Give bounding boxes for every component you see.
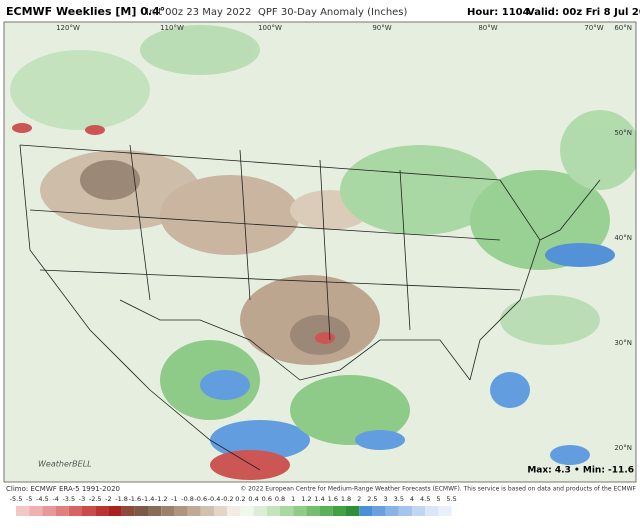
climo: Climo: ECMWF ERA-5 1991-2020 (6, 485, 120, 493)
lon-label: 120°W (56, 24, 80, 32)
colorbar-swatch (29, 506, 43, 516)
colorbar-label: 4.5 (420, 495, 430, 503)
lat-label: 50°N (614, 129, 632, 137)
colorbar-swatch (148, 506, 162, 516)
colorbar-label: -3 (79, 495, 85, 503)
lon-label: 100°W (258, 24, 282, 32)
stats: Max: 4.3 • Min: -11.6 (527, 466, 634, 476)
colorbar-swatch (174, 506, 188, 516)
colorbar-swatch (200, 506, 214, 516)
colorbar-label: -2.5 (89, 495, 102, 503)
colorbar-swatch (108, 506, 122, 516)
colorbar-label: 1.4 (314, 495, 324, 503)
colorbar-label: 4 (410, 495, 414, 503)
copyright: © 2022 European Centre for Medium-Range … (240, 486, 636, 493)
colorbar-swatch (332, 506, 346, 516)
title: ECMWF Weeklies [M] 0.4° (6, 5, 165, 18)
lon-label: 90°W (372, 24, 391, 32)
colorbar-label: -5 (26, 495, 32, 503)
colorbar-swatch (68, 506, 82, 516)
colorbar-label: -1.8 (115, 495, 128, 503)
colorbar: -5.5 -5 -4.5 -4 -3.5 -3 -2.5 -2 -1.8 -1.6 -1.4 -1.2… (10, 495, 457, 516)
colorbar-label: -1.2 (155, 495, 168, 503)
colorbar-label: 0.6 (262, 495, 272, 503)
product: QPF 30-Day Anomaly (Inches) (258, 7, 408, 18)
colorbar-swatch (438, 506, 452, 516)
colorbar-label: -0.2 (221, 495, 234, 503)
colorbar-swatch (266, 506, 280, 516)
colorbar-label: -0.6 (194, 495, 207, 503)
colorbar-swatch (425, 506, 439, 516)
lon-label: 110°W (160, 24, 184, 32)
colorbar-label: 3 (384, 495, 388, 503)
logo: WeatherBELL (38, 460, 92, 469)
colorbar-swatch (240, 506, 254, 516)
colorbar-label: -2 (105, 495, 111, 503)
colorbar-swatch (319, 506, 333, 516)
colorbar-label: 0.2 (235, 495, 245, 503)
map-frame (3, 21, 637, 483)
colorbar-label: 1.6 (328, 495, 338, 503)
colorbar-swatch (134, 506, 148, 516)
lat-label: 20°N (614, 444, 632, 452)
colorbar-label: 1.8 (341, 495, 351, 503)
colorbar-swatch (55, 506, 69, 516)
colorbar-label: -4.5 (36, 495, 49, 503)
lon-label: 80°W (478, 24, 497, 32)
colorbar-swatch (385, 506, 399, 516)
colorbar-swatch (214, 506, 228, 516)
anomaly-field (10, 25, 636, 480)
colorbar-label: 5.5 (446, 495, 456, 503)
colorbar-swatch (293, 506, 307, 516)
colorbar-label: 1.2 (301, 495, 311, 503)
colorbar-label: -1 (171, 495, 177, 503)
map: 120°W 110°W 100°W 90°W 80°W 70°W 60°N 50°N 40°N… (3, 21, 637, 483)
init: Init 00z 23 May 2022 (146, 7, 252, 18)
colorbar-swatch (280, 506, 294, 516)
hour: Hour: 1104 (467, 7, 530, 18)
colorbar-swatch (95, 506, 109, 516)
colorbar-label: 5 (436, 495, 440, 503)
colorbar-label: 1 (291, 495, 295, 503)
colorbar-label: -0.4 (208, 495, 221, 503)
colorbar-swatch (346, 506, 360, 516)
colorbar-label: 0.4 (248, 495, 258, 503)
lat-labels: 60°N 50°N 40°N 30°N 20°N (614, 24, 632, 452)
colorbar-swatch (253, 506, 267, 516)
colorbar-label: -4 (52, 495, 58, 503)
colorbar-label: -1.4 (142, 495, 155, 503)
colorbar-swatch (161, 506, 175, 516)
colorbar-swatch (227, 506, 241, 516)
colorbar-label: 2 (357, 495, 361, 503)
colorbar-swatch (359, 506, 373, 516)
colorbar-label: 2.5 (367, 495, 377, 503)
colorbar-swatch (398, 506, 412, 516)
colorbar-label: 3.5 (394, 495, 404, 503)
lon-label: 70°W (584, 24, 603, 32)
lat-label: 60°N (614, 24, 632, 32)
colorbar-swatch (187, 506, 201, 516)
colorbar-swatch (412, 506, 426, 516)
colorbar-swatch (306, 506, 320, 516)
colorbar-label: -1.6 (128, 495, 141, 503)
lat-label: 30°N (614, 339, 632, 347)
boundaries (19, 144, 601, 471)
colorbar-label: -3.5 (62, 495, 75, 503)
colorbar-swatch (16, 506, 30, 516)
colorbar-swatch (372, 506, 386, 516)
colorbar-swatch (42, 506, 56, 516)
colorbar-label: 0.8 (275, 495, 285, 503)
colorbar-swatch (121, 506, 135, 516)
colorbar-swatch (82, 506, 96, 516)
valid: Valid: 00z Fri 8 Jul 2022 (527, 7, 640, 18)
colorbar-label: -0.8 (181, 495, 194, 503)
lon-labels: 120°W 110°W 100°W 90°W 80°W 70°W (56, 24, 604, 32)
colorbar-label: -5.5 (10, 495, 23, 503)
lat-label: 40°N (614, 234, 632, 242)
